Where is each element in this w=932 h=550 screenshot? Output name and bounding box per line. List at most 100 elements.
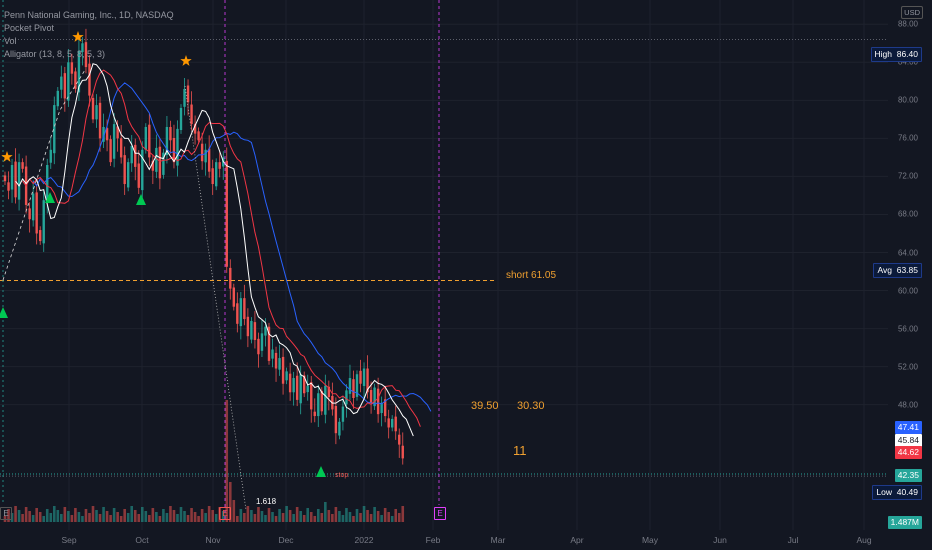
candle-body (232, 287, 235, 307)
volume-bar (102, 507, 105, 522)
candle-body (98, 102, 102, 139)
candle-body (84, 42, 88, 68)
y-tick-label: 48.00 (897, 400, 918, 410)
candle-body (123, 155, 126, 185)
candle-body (10, 165, 14, 190)
volume-bar (63, 507, 67, 522)
x-tick-label: 2022 (354, 535, 374, 545)
volume-bar (302, 515, 306, 522)
volume-bar (239, 509, 243, 522)
volume-bar (260, 511, 264, 522)
indicator-alligator[interactable]: Alligator (13, 8, 5, 8, 5, 3) (4, 49, 106, 59)
volume-bar (288, 510, 292, 522)
volume-bar (14, 506, 17, 522)
volume-bar (345, 508, 348, 522)
earnings-marker-3[interactable]: E (434, 507, 446, 520)
y-tick-label: 52.00 (897, 362, 918, 372)
pivot-triangle (136, 194, 146, 205)
volume-bar (126, 513, 130, 522)
low-tag: Low 40.49 (872, 485, 922, 500)
candle-body (362, 368, 366, 387)
candle-body (63, 73, 67, 99)
volume-bar (158, 516, 162, 522)
volume-bar (176, 514, 179, 522)
volume-bar (81, 516, 84, 522)
volume-bar (320, 513, 324, 522)
volume-bar (394, 509, 398, 522)
candle-body (172, 138, 176, 163)
target2-annotation[interactable]: 30.30 (517, 400, 545, 412)
candle-body (144, 126, 147, 150)
candle-body (313, 411, 316, 417)
stop-annotation[interactable]: stop (335, 472, 349, 479)
earnings-marker-1[interactable]: E (0, 507, 12, 520)
volume-bar (278, 509, 281, 522)
teeth-value-tag: 45.84 (894, 434, 922, 447)
volume-bar (338, 511, 341, 522)
volume-bar (313, 516, 317, 522)
volume-bar (38, 512, 42, 522)
short-annotation[interactable]: short 61.05 (506, 270, 557, 281)
x-tick-label: Jun (713, 535, 727, 545)
symbol-title[interactable]: Penn National Gaming, Inc., 1D, NASDAQ (4, 10, 174, 20)
fib-annotation[interactable]: 1.618 (256, 497, 277, 506)
candle-body (105, 128, 109, 141)
volume-bar (387, 512, 390, 522)
volume-bar (316, 509, 320, 522)
candle-body (77, 50, 81, 93)
volume-bar (306, 508, 310, 522)
pivot-triangle (45, 192, 55, 203)
candle-body (193, 124, 197, 134)
candle-body (401, 445, 404, 459)
grid-lines (0, 0, 888, 530)
x-tick-label: Nov (205, 535, 221, 545)
pocket-pivot-star (1, 151, 13, 162)
volume-bar (123, 509, 126, 522)
candle-body (130, 145, 133, 164)
volume-bar (397, 513, 401, 522)
volume-bar (281, 513, 285, 522)
candle-body (31, 193, 35, 221)
volume-bar (341, 515, 345, 522)
fib-line (184, 86, 247, 511)
volume-bar (200, 509, 204, 522)
volume-bar (133, 510, 137, 522)
candle-body (183, 88, 186, 107)
volume-bar (130, 506, 134, 522)
lips-value-tag: 44.62 (894, 446, 922, 459)
chart-markers (0, 0, 888, 520)
candle-body (200, 143, 204, 162)
candle-body (127, 162, 130, 188)
volume-tag: 1.487M (887, 516, 922, 529)
candle-body (21, 162, 24, 169)
volume-bar (165, 513, 169, 522)
candle-body (243, 298, 246, 320)
volume-bar (28, 511, 31, 522)
candle-body (119, 138, 123, 158)
y-tick-label: 88.00 (897, 19, 918, 29)
currency-badge[interactable]: USD (901, 6, 923, 19)
volume-bar (190, 508, 193, 522)
volume-bar (119, 516, 123, 522)
indicator-vol[interactable]: Vol (4, 36, 17, 46)
candle-body (292, 378, 295, 393)
volume-bar (31, 515, 35, 522)
candle-body (60, 76, 63, 90)
volume-bar (376, 511, 380, 522)
candle-body (341, 406, 345, 422)
candle-body (162, 152, 165, 175)
indicator-pocket-pivot[interactable]: Pocket Pivot (4, 23, 55, 33)
volume-bar (207, 506, 211, 522)
candle-body (141, 149, 144, 191)
volume-bar (369, 514, 373, 522)
candle-body (324, 385, 327, 415)
volume-bar (70, 515, 74, 522)
candle-body (42, 200, 45, 244)
candle-body (246, 316, 250, 337)
volume-bar (49, 513, 53, 522)
earnings-marker-2[interactable]: E (219, 507, 231, 520)
count-annotation[interactable]: 11 (513, 443, 527, 458)
target1-annotation[interactable]: 39.50 (471, 400, 499, 412)
volume-bar (380, 515, 383, 522)
